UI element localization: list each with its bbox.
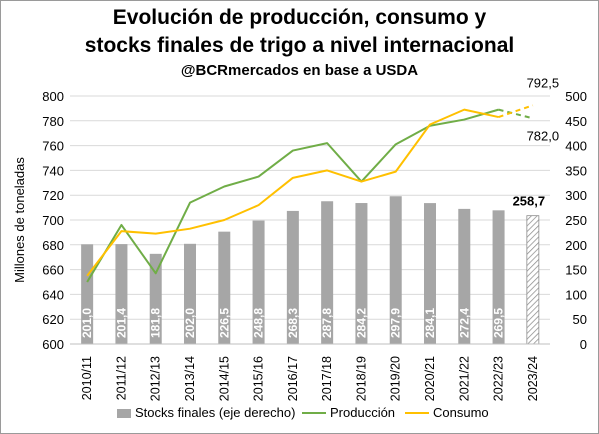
- legend: Stocks finales (eje derecho) Producción Co…: [117, 405, 489, 420]
- bar: [321, 201, 334, 344]
- y-right-tick-label: 50: [573, 312, 587, 327]
- annotation-consumo: 792,5: [527, 75, 560, 90]
- x-tick-label: 2022/23: [492, 356, 506, 401]
- bar-data-label: 181,8: [149, 308, 163, 338]
- bar-data-label: 258,7: [513, 194, 546, 209]
- bar-series: [81, 196, 540, 345]
- bar: [252, 220, 265, 344]
- y-left-tick-label: 600: [42, 337, 64, 352]
- bar: [492, 210, 505, 344]
- y-right-tick-label: 500: [565, 89, 587, 104]
- chart-title-line2: stocks finales de trigo a nivel internac…: [84, 34, 515, 57]
- chart-subtitle: @BCRmercados en base a USDA: [180, 62, 419, 79]
- bar-data-label: 201,0: [80, 308, 94, 338]
- bar-data-label: 297,9: [389, 308, 403, 338]
- y-left-tick-label: 740: [42, 163, 64, 178]
- bar: [184, 243, 196, 344]
- y-left-tick-label: 720: [42, 188, 64, 203]
- y-right-tick-label: 200: [565, 238, 587, 253]
- bar-data-label: 268,3: [286, 308, 300, 338]
- annotations: 792,5 782,0: [527, 75, 560, 143]
- bar: [389, 196, 402, 344]
- y-axis-title: Millones de toneladas: [12, 157, 27, 283]
- y-left-tick-label: 760: [42, 139, 64, 154]
- bar-data-label: 248,8: [252, 308, 266, 338]
- x-tick-label: 2012/13: [149, 356, 163, 401]
- line-series: [86, 104, 534, 283]
- bar: [218, 231, 231, 344]
- bar: [115, 244, 128, 344]
- y-right-tick-label: 350: [565, 163, 587, 178]
- y-left-tick-label: 660: [42, 263, 64, 278]
- y-left-tick-label: 700: [42, 213, 64, 228]
- y-right-tick-label: 150: [565, 263, 587, 278]
- chart-title: Evolución de producción, consumo y: [112, 6, 487, 29]
- y-right-tick-label: 450: [565, 114, 587, 129]
- y-right-tick-label: 100: [565, 287, 587, 302]
- y-right-tick-label: 250: [565, 213, 587, 228]
- annotation-produccion: 782,0: [527, 128, 560, 143]
- bar-data-label: 269,5: [492, 308, 506, 338]
- x-tick-label: 2015/16: [252, 356, 266, 401]
- series-projection-line: [498, 104, 534, 119]
- y-right-tick-label: 300: [565, 188, 587, 203]
- bar-data-label: 284,1: [423, 308, 437, 338]
- series-projection-line: [498, 108, 534, 120]
- bar: [526, 215, 540, 345]
- x-tick-label: 2017/18: [320, 356, 334, 401]
- bar: [149, 253, 162, 344]
- x-tick-label: 2018/19: [354, 356, 368, 401]
- y-right-tick-label: 400: [565, 139, 587, 154]
- legend-label: Stocks finales (eje derecho): [135, 405, 295, 420]
- legend-label: Producción: [330, 405, 395, 420]
- x-tick-label: 2023/24: [526, 356, 540, 401]
- y-left-tick-label: 640: [42, 287, 64, 302]
- y-left-tick-label: 680: [42, 238, 64, 253]
- bar-data-labels: 201,0 201,4 181,8 202,0 226,5 248,8 268,3 287,8…: [80, 194, 545, 338]
- bar: [458, 208, 471, 344]
- y-left-tick-label: 800: [42, 89, 64, 104]
- x-tick-label: 2011/12: [114, 356, 128, 400]
- bar-data-label: 201,4: [114, 308, 128, 338]
- x-tick-label: 2014/15: [217, 356, 231, 401]
- gridlines: [70, 95, 550, 345]
- bar-data-label: 272,4: [457, 308, 471, 338]
- x-tick-label: 2016/17: [286, 356, 300, 401]
- x-tick-label: 2013/14: [183, 356, 197, 401]
- series-line: [86, 108, 499, 277]
- bar: [286, 210, 299, 344]
- x-tick-label: 2019/20: [389, 356, 403, 401]
- legend-label: Consumo: [433, 405, 489, 420]
- x-tick-label: 2010/11: [80, 356, 94, 400]
- bar: [81, 244, 94, 344]
- x-tick-label: 2021/22: [457, 356, 471, 401]
- bar-data-label: 202,0: [183, 308, 197, 338]
- x-tick-label: 2020/21: [423, 356, 437, 401]
- y-left-tick-label: 620: [42, 312, 64, 327]
- bar-data-label: 284,2: [354, 308, 368, 338]
- bar: [355, 203, 368, 344]
- y-right-tick-label: 0: [580, 337, 587, 352]
- y-left-tick-label: 780: [42, 114, 64, 129]
- bar-data-label: 226,5: [217, 308, 231, 338]
- bar-data-label: 287,8: [320, 308, 334, 338]
- axes: 600 620 640 660 680 700 720 740 760 780 800 0 50 100 1…: [12, 89, 587, 401]
- legend-swatch-bar: [117, 409, 131, 418]
- bar: [424, 203, 436, 344]
